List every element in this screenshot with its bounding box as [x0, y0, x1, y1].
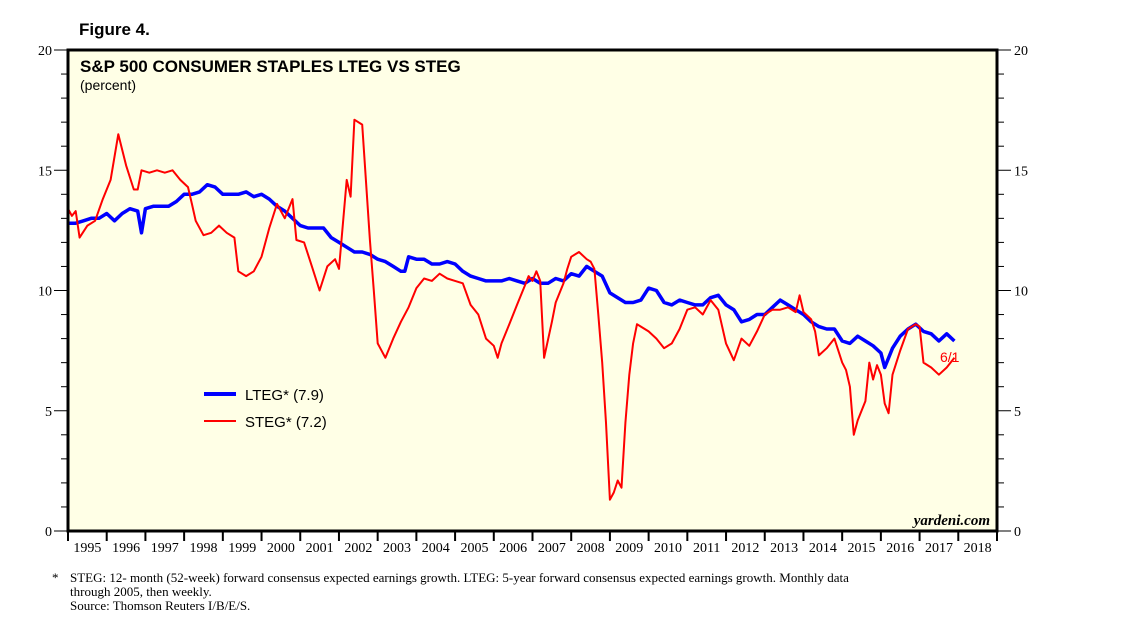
series-line-steg [67, 118, 956, 501]
chart-title: S&P 500 CONSUMER STAPLES LTEG VS STEG [80, 57, 461, 76]
x-tick-label: 2005 [460, 541, 488, 556]
legend-lteg-label: LTEG* (7.9) [245, 387, 324, 404]
x-tick-label: 2009 [615, 541, 643, 556]
x-tick-label: 2000 [267, 541, 295, 556]
x-tick-label: 2014 [809, 541, 837, 556]
footnote-star: * [52, 570, 59, 585]
plot-background [68, 50, 997, 531]
x-tick-label: 2010 [654, 541, 682, 556]
x-tick-label: 2004 [422, 541, 450, 556]
x-tick-label: 2013 [770, 541, 798, 556]
legend-steg-label: STEG* (7.2) [245, 414, 327, 431]
x-tick-label: 2003 [383, 541, 411, 556]
x-tick-label: 2017 [925, 541, 953, 556]
y-tick-label-left: 0 [45, 525, 52, 540]
x-tick-label: 2002 [344, 541, 372, 556]
x-tick-label: 2016 [886, 541, 914, 556]
y-tick-label-right: 0 [1014, 525, 1021, 540]
footnote-source: Source: Thomson Reuters I/B/E/S. [70, 598, 251, 613]
y-tick-label-left: 15 [38, 164, 52, 179]
footnote-line-1: STEG: 12- month (52-week) forward consen… [70, 570, 849, 585]
y-tick-label-left: 20 [38, 44, 52, 59]
footnote: * STEG: 12- month (52-week) forward cons… [52, 571, 1012, 613]
x-tick-label: 2001 [306, 541, 334, 556]
y-tick-label-right: 5 [1014, 405, 1021, 420]
x-tick-label: 2015 [848, 541, 876, 556]
footnote-line-2: through 2005, then weekly. [70, 584, 212, 599]
x-axis: 1995 1996 1997 1998 1999 2000 2001 2002 2003 2004… [67, 531, 998, 556]
y-axis-right: 0 5 10 15 20 [997, 44, 1028, 540]
x-tick-label: 2012 [731, 541, 759, 556]
y-axis-left: 0 5 10 15 20 [38, 44, 68, 540]
x-tick-label: 1995 [73, 541, 101, 556]
figure-label: Figure 4. [79, 20, 150, 39]
x-tick-label: 1998 [189, 541, 217, 556]
y-tick-label-left: 10 [38, 285, 52, 300]
x-tick-label: 1997 [151, 541, 179, 556]
y-tick-label-right: 20 [1014, 44, 1028, 59]
x-tick-label: 2011 [693, 541, 720, 556]
x-tick-label: 2008 [577, 541, 605, 556]
legend: LTEG* (7.9) STEG* (7.2) [204, 387, 327, 431]
x-tick-label: 2018 [964, 541, 992, 556]
x-tick-label: 1999 [228, 541, 256, 556]
chart-subtitle: (percent) [80, 77, 136, 93]
y-tick-label-right: 10 [1014, 285, 1028, 300]
x-tick-label: 1996 [112, 541, 140, 556]
series-line-lteg [68, 182, 956, 370]
y-tick-label-left: 5 [45, 405, 52, 420]
end-annotation: 6/1 [940, 349, 960, 365]
series-group [67, 118, 956, 501]
plot-frame [66, 48, 999, 533]
x-tick-label: 2007 [538, 541, 566, 556]
watermark: yardeni.com [912, 513, 990, 529]
y-tick-label-right: 15 [1014, 164, 1028, 179]
x-tick-label: 2006 [499, 541, 527, 556]
